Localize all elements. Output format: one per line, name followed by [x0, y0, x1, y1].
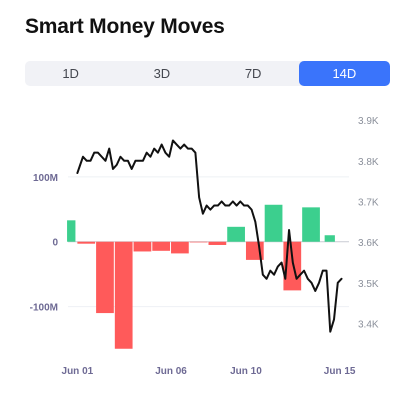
- x-tick-label: Jun 10: [230, 366, 262, 377]
- flow-bar[interactable]: [264, 204, 283, 242]
- flow-bar[interactable]: [96, 241, 114, 314]
- left-tick-label: -100M: [30, 303, 58, 314]
- flow-bar[interactable]: [171, 241, 189, 254]
- flow-bar[interactable]: [67, 220, 76, 242]
- flow-bar[interactable]: [133, 241, 152, 252]
- right-tick-label: 3.9K: [358, 116, 379, 127]
- flow-bar[interactable]: [152, 241, 171, 251]
- flow-bar[interactable]: [114, 241, 133, 349]
- tab-1d[interactable]: 1D: [25, 61, 116, 86]
- left-tick-label: 0: [52, 238, 58, 249]
- right-tick-label: 3.6K: [358, 238, 379, 249]
- tab-3d[interactable]: 3D: [116, 61, 207, 86]
- right-tick-label: 3.8K: [358, 157, 379, 168]
- flow-bar[interactable]: [302, 207, 320, 242]
- left-axis: 100M 0 -100M: [30, 173, 59, 314]
- left-tick-label: 100M: [33, 173, 58, 184]
- right-tick-label: 3.4K: [358, 320, 379, 331]
- flow-bars: [67, 204, 335, 349]
- price-line-group: [76, 139, 343, 333]
- page-title: Smart Money Moves: [25, 15, 225, 38]
- x-tick-label: Jun 15: [324, 366, 356, 377]
- timeframe-selector: 1D 3D 7D 14D: [25, 61, 390, 86]
- flow-bar[interactable]: [77, 241, 96, 244]
- flow-bar[interactable]: [227, 226, 245, 242]
- flow-bar[interactable]: [208, 241, 227, 245]
- x-tick-label: Jun 01: [62, 366, 94, 377]
- tab-14d[interactable]: 14D: [298, 61, 390, 86]
- flow-bar[interactable]: [324, 235, 335, 242]
- x-axis: Jun 01 Jun 06 Jun 10 Jun 15: [62, 366, 356, 377]
- tab-7d[interactable]: 7D: [208, 61, 299, 86]
- right-tick-label: 3.7K: [358, 197, 379, 208]
- flow-bar[interactable]: [189, 241, 208, 243]
- right-tick-label: 3.5K: [358, 279, 379, 290]
- right-axis: 3.4K 3.5K 3.6K 3.7K 3.8K 3.9K: [358, 116, 379, 330]
- x-tick-label: Jun 06: [155, 366, 187, 377]
- price-line[interactable]: [76, 139, 343, 333]
